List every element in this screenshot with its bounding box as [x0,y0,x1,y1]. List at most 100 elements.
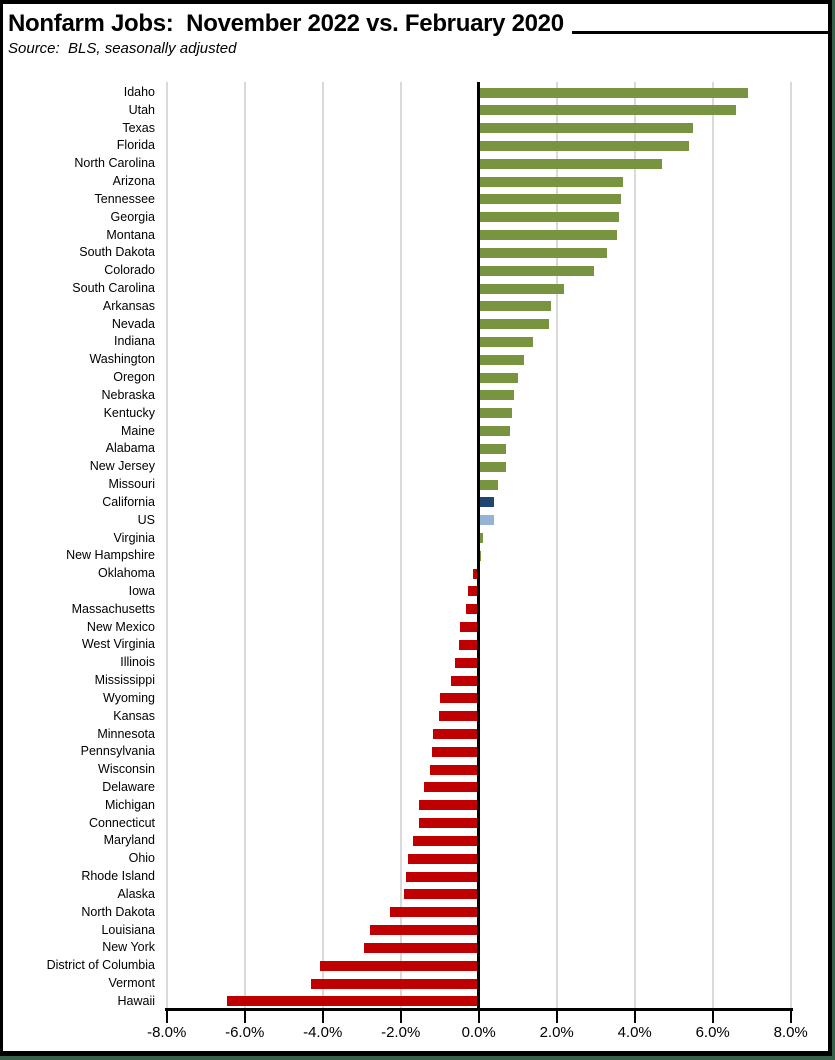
state-label: Hawaii [117,993,155,1008]
state-bar [478,372,518,383]
state-label: Iowa [128,583,155,598]
state-label: Vermont [108,976,155,990]
state-bar [478,247,608,258]
state-bar [466,604,479,615]
state-bar [478,479,499,490]
state-bar [478,283,565,294]
state-label: Washington [89,352,155,367]
x-axis-tick-label: -6.0% [225,1024,265,1041]
state-label: Alaska [117,886,155,901]
state-bar [432,729,479,740]
state-label: Missouri [108,477,155,492]
state-bar [405,871,479,882]
bar-chart: Idaho Utah Texas Florida North Carolina Arizo… [3,4,828,1051]
state-bar [478,408,512,419]
state-label: Texas [122,120,155,135]
state-label: Illinois [120,655,155,670]
panel-edge-bottom [0,1056,835,1060]
state-bar [319,960,479,971]
state-label: Oklahoma [98,566,155,581]
state-bar [472,568,479,579]
x-axis-tick [555,1008,558,1023]
state-bar [439,693,479,704]
state-bar [478,194,622,205]
state-label: US [137,512,155,527]
state-label: Virginia [113,530,155,545]
x-axis-tick-label: 0.0% [461,1024,496,1041]
state-label: Florida [116,138,155,153]
state-label: Tennessee [94,191,155,206]
title-rule [571,31,828,34]
state-bar [478,515,494,526]
zero-axis-line [477,82,481,1011]
state-bar [478,230,618,241]
x-axis-tick [165,1008,168,1023]
state-bar [478,87,748,98]
gridline [243,82,246,1008]
chart-header: Nonfarm Jobs: November 2022 vs. February… [3,4,828,57]
state-label: Utah [128,102,155,117]
state-bar [454,657,479,668]
state-bar [413,835,479,846]
panel-edge-right [832,0,835,1060]
state-label: Idaho [123,85,155,99]
state-label: Massachusetts [71,601,155,616]
state-label: North Dakota [81,904,155,919]
state-label: Nevada [111,316,155,331]
state-label: Maryland [103,833,155,848]
x-axis-tick [633,1008,636,1023]
state-bar [478,354,524,365]
state-bar [478,319,549,330]
state-bar [430,764,479,775]
x-axis-tick [789,1008,792,1023]
x-axis-tick [711,1008,714,1023]
state-label: New York [102,940,155,955]
state-label: South Dakota [79,245,155,260]
state-label: Arkansas [102,298,155,313]
state-label: New Hampshire [66,548,155,563]
state-bar [418,800,479,811]
state-bar [431,746,479,757]
state-bar [478,123,694,134]
state-bar [478,301,551,312]
x-axis-tick [321,1008,324,1023]
state-label: Pennsylvania [80,744,155,759]
state-bar [478,390,514,401]
x-axis-tick-label: 4.0% [617,1024,652,1041]
state-bar [424,782,479,793]
state-bar [478,158,662,169]
state-bar [478,443,506,454]
state-label: Alabama [105,441,155,456]
state-bar [478,140,690,151]
gridline [633,82,636,1008]
chart-source: Source: BLS, seasonally adjusted [8,40,237,57]
state-bar [478,426,510,437]
chart-title: Nonfarm Jobs: November 2022 vs. February… [8,10,564,37]
x-axis-tick [399,1008,402,1023]
state-bar [459,639,479,650]
state-bar [227,996,479,1007]
state-label: Kansas [113,708,155,723]
x-axis-tick-label: -8.0% [147,1024,187,1041]
x-axis-tick-label: 8.0% [773,1024,808,1041]
state-label: California [102,494,155,509]
state-bar [478,461,506,472]
state-label: Ohio [128,851,155,866]
state-label: Wisconsin [98,762,155,777]
x-axis-tick-label: 2.0% [539,1024,574,1041]
state-bar [478,497,495,508]
gridline [789,82,792,1008]
state-label: New Jersey [89,459,155,474]
state-label: Louisiana [101,922,155,937]
gridline [321,82,324,1008]
state-label: Indiana [113,334,155,349]
state-bar [478,176,623,187]
state-bar [418,818,479,829]
state-label: Delaware [102,779,155,794]
state-bar [478,336,534,347]
state-bar [478,212,620,223]
state-bar [478,533,483,543]
x-axis-tick [477,1008,480,1023]
state-bar [451,675,479,686]
